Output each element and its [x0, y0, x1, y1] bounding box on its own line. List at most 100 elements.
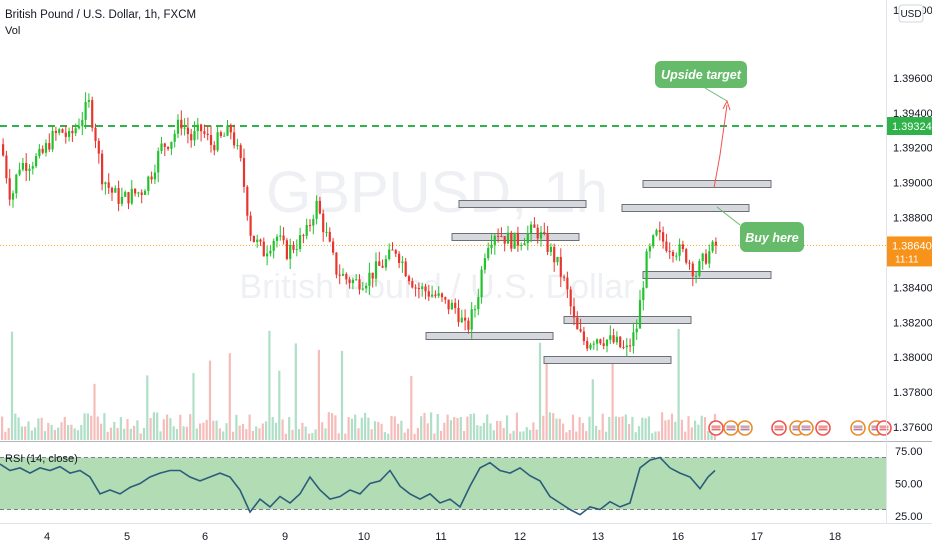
candle-body: [226, 125, 229, 136]
volume-bar: [265, 421, 268, 440]
volume-bar: [492, 430, 495, 440]
candle-body: [200, 124, 203, 132]
volume-bar: [687, 416, 690, 440]
callout-connector: [716, 206, 741, 226]
volume-bar: [27, 421, 30, 440]
currency-selector[interactable]: [898, 4, 924, 23]
candle-body: [365, 285, 368, 289]
candle-body: [563, 276, 566, 278]
time-axis[interactable]: 4 5 6 9 10 11 12 13 16 17 18: [44, 531, 841, 543]
candle-body: [84, 101, 87, 120]
candle-body: [183, 127, 186, 129]
event-flag-icon[interactable]: [815, 420, 831, 436]
volume-bar: [1, 416, 4, 440]
volume-bar: [684, 431, 687, 440]
candle-body: [635, 328, 638, 333]
candle-body: [328, 231, 331, 242]
event-flag-icon[interactable]: [850, 420, 866, 436]
candle-body: [596, 339, 599, 344]
volume-bar: [307, 433, 311, 440]
volume-bar: [664, 420, 667, 440]
volume-bar: [548, 412, 551, 440]
candle-body: [41, 148, 44, 153]
volume-bar: [654, 431, 657, 440]
sr-zone[interactable]: [621, 204, 750, 212]
volume-bar: [288, 417, 291, 440]
volume-label[interactable]: Vol: [5, 25, 20, 37]
event-flag-icon[interactable]: [771, 420, 787, 436]
candle-body: [398, 253, 401, 263]
volume-bar: [93, 383, 96, 440]
candle-body: [223, 135, 226, 137]
time-tick-label: 9: [282, 531, 288, 543]
event-flag-icon[interactable]: [708, 420, 724, 436]
event-flag-fill: [711, 425, 721, 431]
sr-zone[interactable]: [425, 332, 554, 340]
event-flag-icon[interactable]: [798, 420, 814, 436]
candle-body: [576, 317, 579, 330]
candle-body: [322, 213, 325, 233]
volume-bar: [661, 412, 664, 440]
candle-body: [480, 269, 483, 298]
candle-body: [81, 119, 84, 127]
volume-bar: [205, 419, 208, 440]
candle-body: [77, 126, 81, 129]
candle-body: [299, 235, 302, 250]
candle-body: [170, 141, 173, 149]
volume-bar: [400, 420, 403, 440]
volume-bar: [515, 412, 518, 440]
time-tick-label: 17: [751, 531, 763, 543]
rsi-label[interactable]: RSI (14, close): [5, 453, 78, 465]
candle-body: [355, 279, 358, 281]
candle-body: [404, 261, 407, 277]
candle-body: [338, 274, 341, 276]
symbol-title[interactable]: British Pound / U.S. Dollar, 1h, FXCM: [5, 9, 196, 21]
candle-body: [186, 127, 189, 135]
candle-body: [447, 299, 450, 310]
sr-zone[interactable]: [458, 200, 587, 208]
sr-zone[interactable]: [563, 316, 692, 324]
buy-here-bubble[interactable]: [740, 222, 804, 252]
candle-body: [229, 125, 232, 133]
candle-body: [216, 132, 219, 151]
volume-bar: [109, 427, 113, 440]
rsi-pane: RSI (14, close): [0, 453, 886, 516]
candle-body: [308, 225, 312, 227]
candle-body: [107, 182, 110, 188]
buy-here-callout[interactable]: Buy here: [716, 206, 804, 252]
volume-bar: [47, 422, 50, 440]
candle-body: [51, 130, 54, 150]
volume-bar: [248, 414, 251, 440]
volume-bar: [476, 425, 479, 440]
sr-zone[interactable]: [642, 271, 772, 279]
volume-bar: [403, 432, 406, 440]
sr-zone[interactable]: [642, 180, 772, 188]
volume-bar: [304, 426, 307, 440]
candle-body: [460, 317, 463, 323]
candle-body: [249, 215, 252, 236]
event-flag-icon[interactable]: [723, 420, 739, 436]
volume-bar: [357, 428, 360, 440]
candle-body: [470, 309, 473, 330]
volume-bar: [149, 418, 152, 440]
event-flag-icon[interactable]: [876, 420, 892, 436]
candle-body: [411, 281, 414, 288]
volume-bar: [614, 416, 617, 440]
sr-zone[interactable]: [543, 356, 672, 364]
price-axis[interactable]: 1.39600 1.39400 1.39200 1.39000 1.38800 1.384…: [887, 4, 932, 523]
volume-bar: [222, 431, 225, 440]
upside-target-callout[interactable]: Upside target: [655, 61, 747, 102]
candle-body: [28, 168, 31, 171]
volume-bar: [202, 422, 205, 440]
chart-legend[interactable]: British Pound / U.S. Dollar, 1h, FXCM Vol: [5, 9, 196, 37]
volume-bar: [172, 426, 175, 440]
volume-bar: [162, 419, 165, 440]
candle-body: [533, 224, 536, 228]
candle-body: [180, 119, 183, 129]
time-tick-label: 4: [44, 531, 50, 543]
price-tick-label: 1.39000: [893, 178, 932, 190]
upside-target-bubble[interactable]: [655, 61, 747, 88]
volume-bar: [350, 418, 353, 440]
event-flag-icon[interactable]: [737, 420, 753, 436]
